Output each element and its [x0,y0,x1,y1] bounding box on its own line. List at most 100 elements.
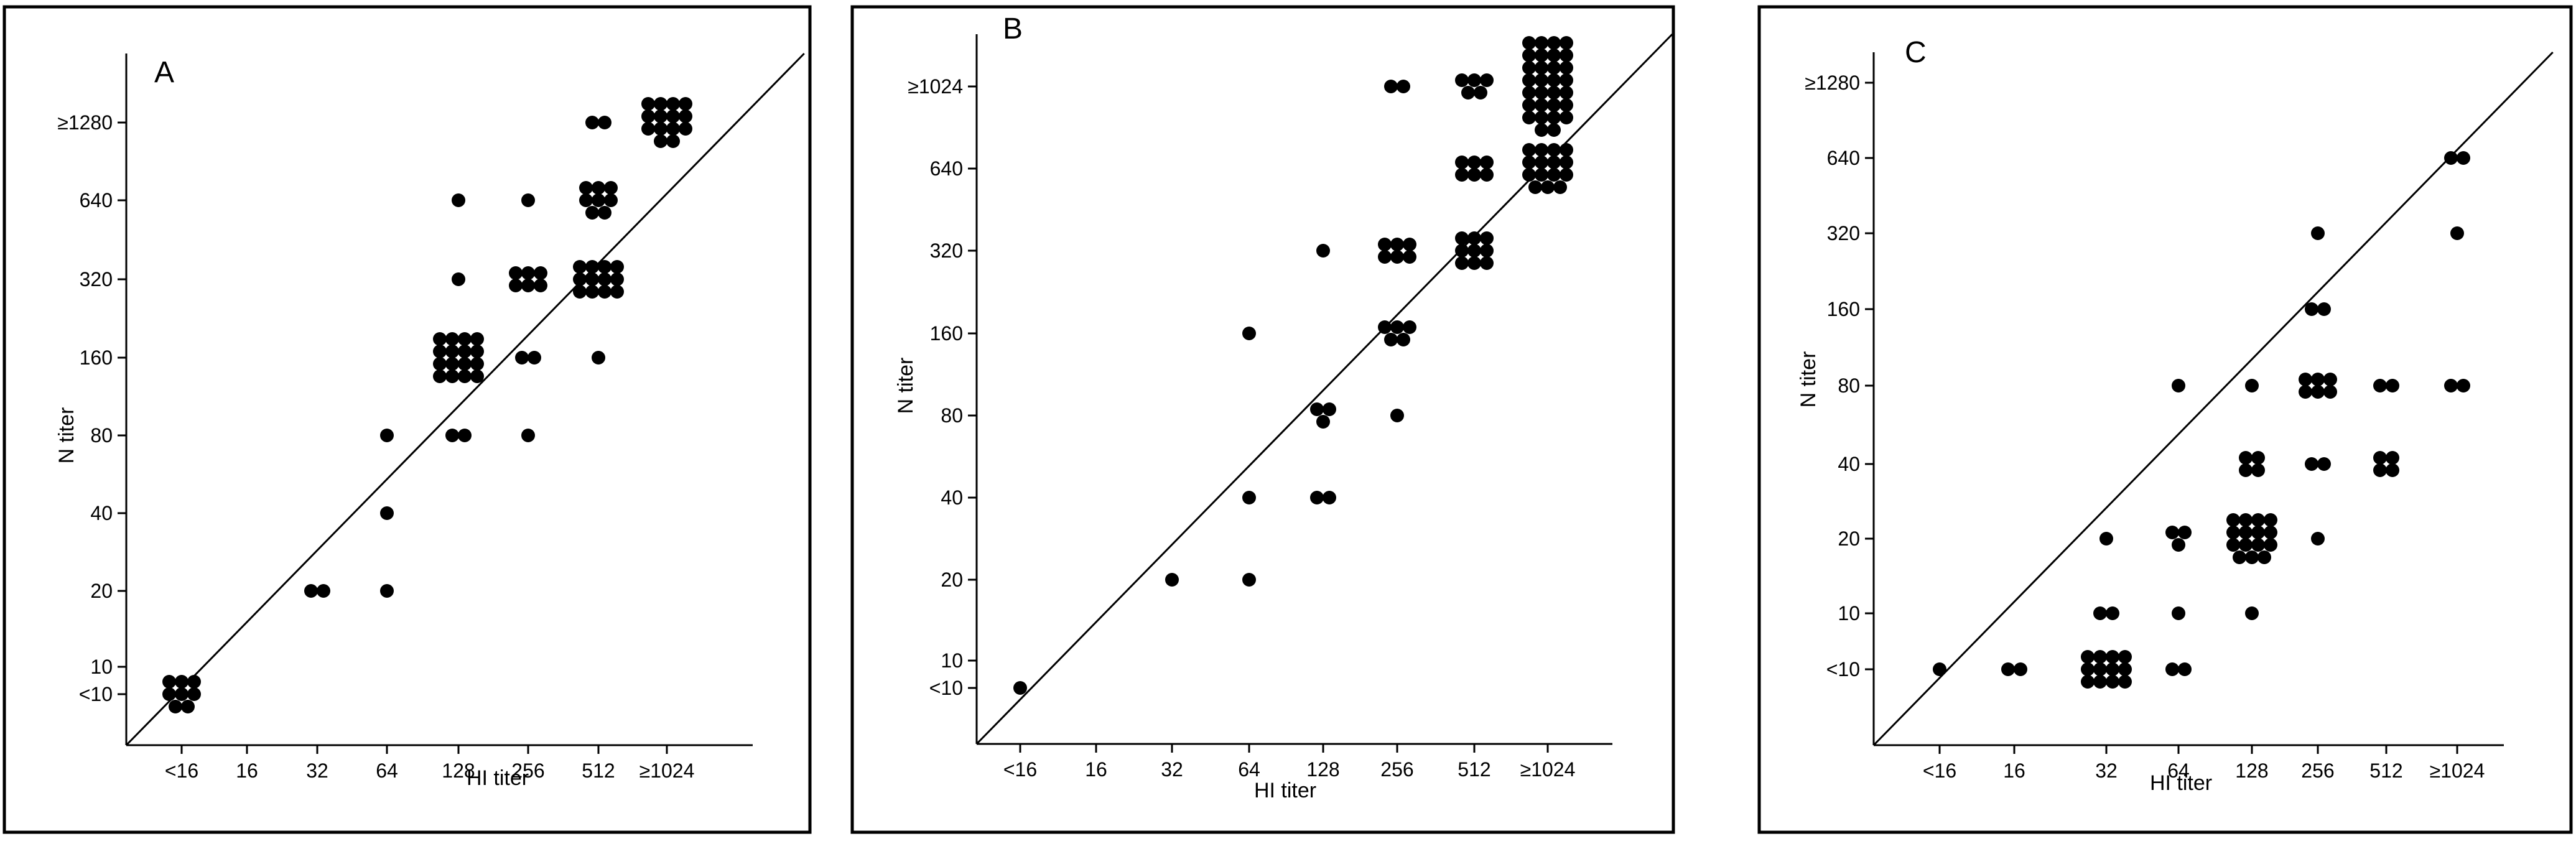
data-point [2299,385,2312,399]
panel-c: C <16 16 32 64 128 256 512 ≥1024 <10 10 20 40 80 160 32… [1757,5,2573,834]
data-point [1390,409,1404,422]
x-tick-label: 64 [2167,759,2190,782]
y-tick-label: 80 [1838,374,1860,397]
data-point [1535,36,1548,50]
data-point [2311,373,2325,386]
data-point [2239,451,2253,465]
panel-label: B [1003,12,1023,45]
data-point [585,116,599,129]
data-point [1480,156,1494,169]
data-point [610,285,624,299]
data-point [1310,491,1324,504]
data-point [2093,675,2107,689]
data-point [1547,111,1561,124]
data-point [579,193,593,207]
data-point [445,369,459,383]
data-point [1384,80,1398,93]
data-point [1455,156,1469,169]
data-point [433,332,447,346]
data-point [1535,111,1548,124]
x-tick-label: 16 [1085,758,1107,781]
data-point [162,687,176,701]
data-point [470,332,484,346]
x-tick-label: 32 [306,759,328,782]
data-point [1522,86,1536,100]
x-tick-label: <16 [165,759,198,782]
x-tick-label: 64 [1238,758,1260,781]
data-point [2373,463,2387,477]
data-point [470,345,484,358]
data-point [1560,36,1573,50]
data-point [641,97,655,111]
data-point [1560,49,1573,62]
data-point [1455,244,1469,258]
data-point [573,272,587,286]
data-point [2245,379,2259,392]
data-point [579,181,593,195]
data-point [610,260,624,274]
y-tick-label: <10 [929,677,963,699]
data-point [1547,61,1561,75]
data-point [2106,606,2119,620]
data-point [187,687,201,701]
data-point [1535,143,1548,157]
x-tick-label: 32 [2095,759,2118,782]
y-tick-label: ≥1280 [1805,72,1860,94]
data-point [1560,98,1573,112]
data-point [445,332,459,346]
panel-b: B <16 16 32 64 128 256 512 ≥1024 <10 10 20 40 80 160 32… [850,5,1675,834]
data-point [2233,550,2246,564]
data-point [1455,168,1469,182]
data-point [2251,513,2265,527]
panel-frame [1757,5,2573,834]
data-point [654,97,667,111]
data-point [1522,49,1536,62]
data-point [317,584,330,598]
x-tick-label: 32 [1161,758,1183,781]
x-tick-label: ≥1024 [2430,759,2485,782]
data-point [1522,111,1536,124]
data-point [1165,573,1179,587]
data-point [1403,250,1416,264]
data-point [175,687,188,701]
data-point [1528,180,1542,194]
data-point [666,122,680,136]
data-point [181,700,195,713]
data-point [1467,73,1481,87]
data-point [2373,379,2387,392]
data-point [521,193,535,207]
data-point [458,369,472,383]
data-point [1397,80,1410,93]
data-point [2226,526,2240,539]
y-tick-label: 320 [80,268,113,290]
data-point [380,584,394,598]
y-tick-label: <10 [79,683,113,705]
data-point [1480,73,1494,87]
data-point [1455,73,1469,87]
data-point [1547,49,1561,62]
data-point [1541,180,1555,194]
data-point [1467,168,1481,182]
data-point [2106,650,2119,664]
data-point [2444,151,2458,165]
data-point [534,266,547,280]
data-point [1547,156,1561,169]
data-point [175,675,188,689]
data-point [380,506,394,520]
y-tick-label: 160 [1827,298,1860,320]
x-tick-label: <16 [1923,759,1956,782]
data-point [1553,180,1567,194]
data-point [1242,327,1256,340]
data-point [1560,156,1573,169]
data-point [679,109,692,123]
data-point [1560,86,1573,100]
data-point [1316,244,1330,258]
data-point [585,272,599,286]
data-point [598,285,611,299]
y-tick-label: 40 [1838,453,1860,475]
data-point [2239,526,2253,539]
x-tick-label: 512 [582,759,615,782]
data-point [2172,379,2185,392]
data-point [1384,333,1398,346]
